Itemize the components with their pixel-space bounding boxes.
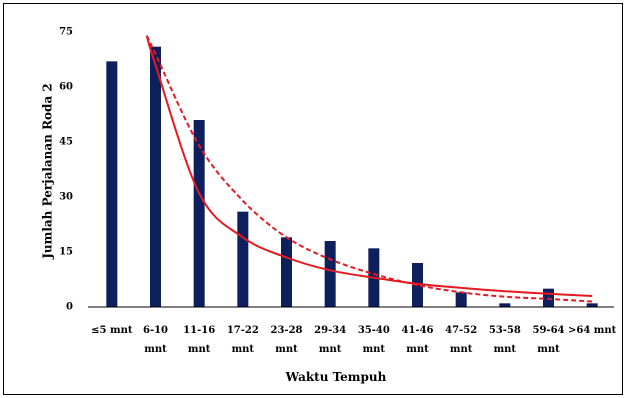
bar xyxy=(193,120,205,307)
x-tick-label: mnt xyxy=(537,344,560,355)
y-tick-labels: 0 15 30 45 60 75 xyxy=(59,27,73,313)
bar-chart: Jumlah Perjalanan Roda 2 Waktu Tempuh 0 1… xyxy=(41,27,617,385)
y-axis-label: Jumlah Perjalanan Roda 2 xyxy=(41,83,55,260)
bar xyxy=(106,61,118,308)
bar xyxy=(499,303,511,307)
x-tick-label: mnt xyxy=(450,344,473,355)
x-tick-label: 6-10 xyxy=(143,325,168,336)
x-tick-label: 41-46 xyxy=(402,325,434,336)
bar xyxy=(412,263,423,307)
bar xyxy=(150,46,161,308)
x-tick-label: mnt xyxy=(363,344,386,355)
y-tick-label: 0 xyxy=(66,302,73,313)
solid-trendline xyxy=(145,35,593,297)
x-tick-label: 23-28 xyxy=(271,325,303,336)
x-tick-label: 35-40 xyxy=(358,325,390,336)
y-axis-title: Jumlah Perjalanan Roda 2 xyxy=(41,83,55,260)
bar xyxy=(586,303,598,307)
x-tick-label: 47-52 xyxy=(445,325,477,336)
x-tick-label: 11-16 xyxy=(183,325,215,336)
x-tick-label: mnt xyxy=(494,344,517,355)
x-tick-label: 53-58 xyxy=(489,325,521,336)
x-tick-label: 59-64 xyxy=(533,325,565,336)
x-tick-label: 17-22 xyxy=(227,325,259,336)
trendlines xyxy=(145,35,593,303)
x-tick-label: mnt xyxy=(144,344,167,355)
x-tick-label: ≤5 mnt xyxy=(91,325,133,336)
y-tick-label: 60 xyxy=(59,82,73,93)
x-tick-label: mnt xyxy=(406,344,429,355)
y-tick-label: 45 xyxy=(59,137,73,148)
x-axis-label: Waktu Tempuh xyxy=(285,370,387,384)
chart-frame: Jumlah Perjalanan Roda 2 Waktu Tempuh 0 1… xyxy=(3,3,623,395)
x-tick-label: mnt xyxy=(188,344,211,355)
bar xyxy=(281,237,292,307)
bar xyxy=(324,241,336,307)
y-tick-label: 15 xyxy=(59,247,73,258)
bar xyxy=(543,288,554,307)
x-tick-label: 29-34 xyxy=(314,325,346,336)
y-tick-label: 75 xyxy=(59,27,73,38)
bar xyxy=(237,211,249,307)
x-tick-label: mnt xyxy=(232,344,255,355)
bar xyxy=(455,292,467,307)
x-tick-label: mnt xyxy=(275,344,298,355)
x-tick-labels: ≤5 mnt 6-10 mnt 11-16 mnt 17-22 mnt 23-28 mnt 29-… xyxy=(91,325,616,355)
y-tick-label: 30 xyxy=(59,192,73,203)
x-tick-label: >64 mnt xyxy=(568,325,617,336)
x-tick-label: mnt xyxy=(319,344,342,355)
